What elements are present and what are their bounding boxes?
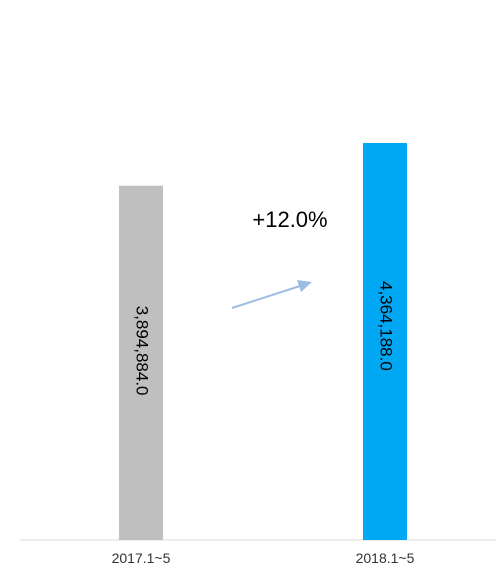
x-tick-label-2017: 2017.1~5 <box>112 550 171 566</box>
bar-2018 <box>363 143 407 540</box>
x-tick-label-2018: 2018.1~5 <box>356 550 415 566</box>
value-label-2018: 4,364,188.0 <box>377 281 396 371</box>
bar-2017 <box>119 185 163 541</box>
value-label-2017: 3,894,884.0 <box>133 306 152 396</box>
growth-arrow-icon <box>231 280 312 309</box>
growth-annotation: +12.0% <box>252 207 327 232</box>
